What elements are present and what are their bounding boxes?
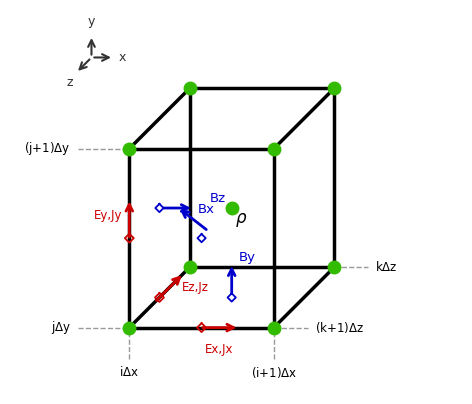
Text: By: By	[238, 251, 255, 265]
Text: Bx: Bx	[197, 203, 214, 216]
Text: Bz: Bz	[210, 192, 226, 205]
Text: x: x	[119, 51, 126, 64]
Text: j$\Delta$y: j$\Delta$y	[51, 319, 71, 336]
Text: Ey,Jy: Ey,Jy	[94, 209, 122, 222]
Text: y: y	[88, 15, 95, 28]
Text: (j+1)$\Delta$y: (j+1)$\Delta$y	[25, 140, 71, 157]
Text: k$\Delta$z: k$\Delta$z	[375, 261, 398, 274]
Text: Ex,Jx: Ex,Jx	[204, 343, 233, 356]
Text: z: z	[66, 76, 73, 89]
Text: i$\Delta$x: i$\Delta$x	[119, 366, 139, 379]
Text: $\rho$: $\rho$	[235, 211, 247, 229]
Text: Ez,Jz: Ez,Jz	[182, 282, 210, 295]
Text: (i+1)$\Delta$x: (i+1)$\Delta$x	[251, 366, 297, 381]
Text: (k+1)$\Delta$z: (k+1)$\Delta$z	[315, 320, 364, 335]
